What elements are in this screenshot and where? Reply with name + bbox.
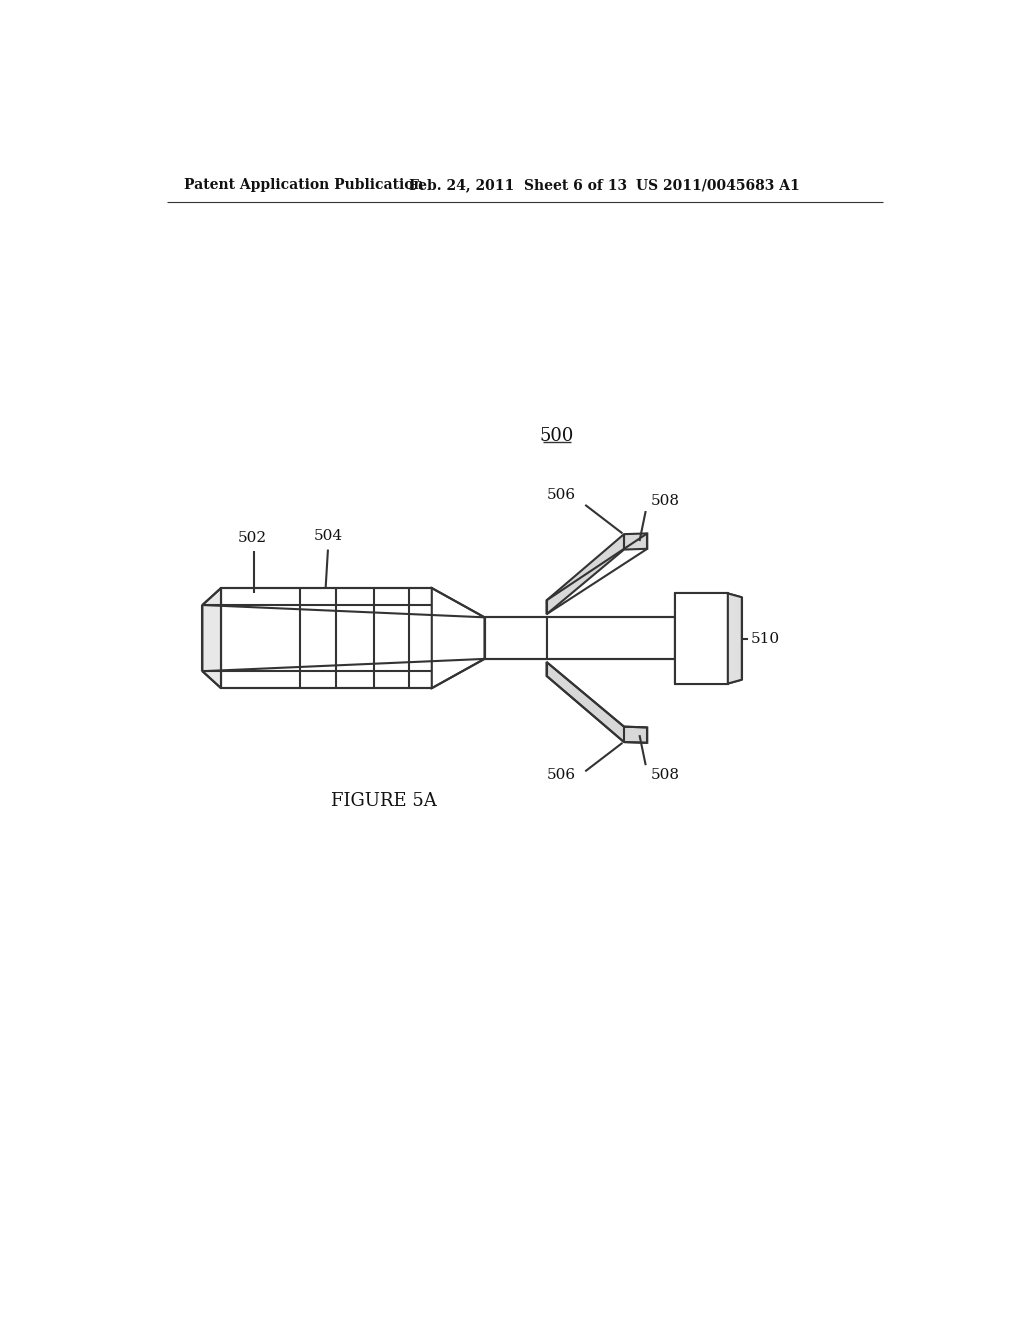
Text: 500: 500 [540,426,573,445]
Text: 502: 502 [238,531,266,545]
Text: 508: 508 [650,768,679,783]
Polygon shape [728,594,741,684]
Polygon shape [547,663,647,743]
Text: Feb. 24, 2011  Sheet 6 of 13: Feb. 24, 2011 Sheet 6 of 13 [409,178,627,193]
Text: US 2011/0045683 A1: US 2011/0045683 A1 [636,178,800,193]
Polygon shape [484,618,547,659]
Polygon shape [547,533,647,614]
Polygon shape [547,618,675,659]
Polygon shape [675,594,728,684]
Polygon shape [203,589,221,688]
Polygon shape [221,589,432,688]
Polygon shape [432,589,484,688]
Text: 508: 508 [650,494,679,508]
Text: 510: 510 [751,632,780,645]
Text: 506: 506 [547,768,575,783]
Text: 506: 506 [547,488,575,502]
Text: 504: 504 [313,529,342,544]
Text: Patent Application Publication: Patent Application Publication [183,178,424,193]
Text: FIGURE 5A: FIGURE 5A [331,792,436,810]
